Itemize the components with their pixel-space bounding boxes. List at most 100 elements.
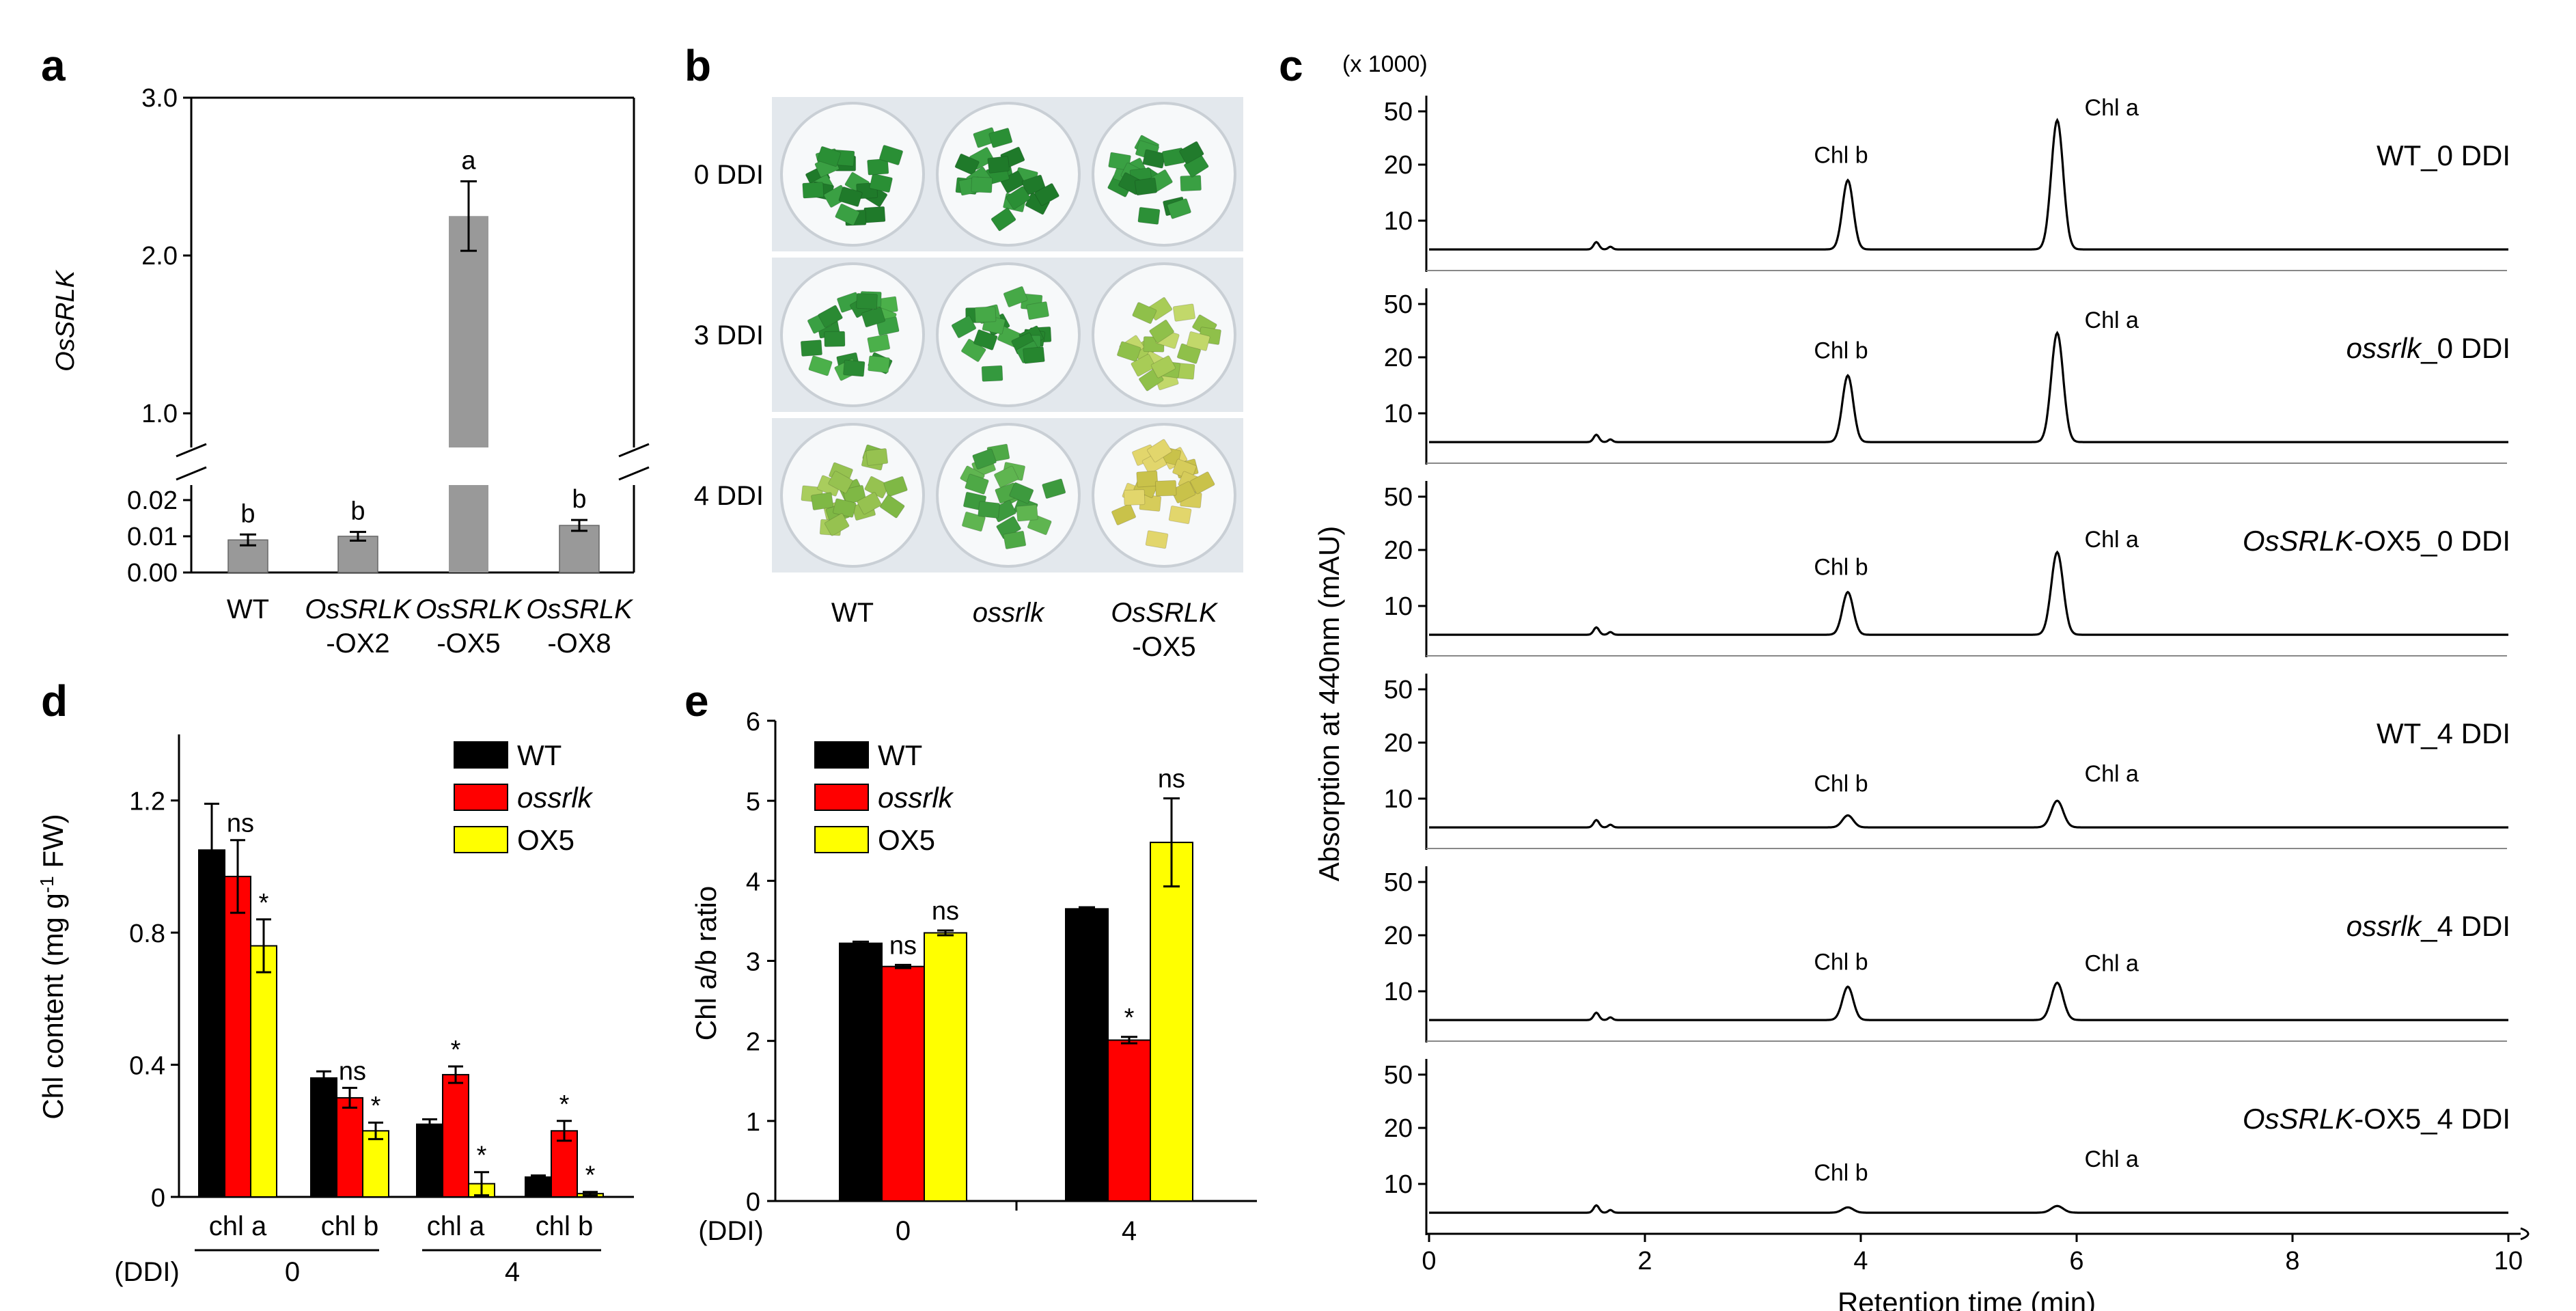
panel-b-leaf-segment bbox=[800, 340, 823, 357]
panel-b-leaf-segment bbox=[1149, 319, 1174, 344]
panel-b-leaf-segment bbox=[1116, 341, 1141, 362]
panel-d-error-bar bbox=[583, 1191, 598, 1197]
panel-d-significance: * bbox=[477, 1142, 487, 1170]
panel-e-ytick-label: 5 bbox=[746, 788, 760, 816]
panel-e-error-bar bbox=[1163, 797, 1180, 888]
panel-e-ytick-label: 2 bbox=[746, 1028, 760, 1057]
panel-d-error-bar bbox=[531, 1174, 546, 1180]
panel-c-trace-label-plain: _4 DDI bbox=[2420, 910, 2510, 942]
panel-e-ytick-label: 6 bbox=[746, 708, 760, 736]
panel-b-petri-dish bbox=[780, 262, 925, 407]
panel-d-y-label-unit: FW) bbox=[37, 814, 69, 876]
panel-d-legend-swatch bbox=[454, 826, 508, 853]
panel-d-significance: ns bbox=[339, 1057, 366, 1086]
panel-d-significance: ns bbox=[227, 810, 254, 838]
panel-a-sig-letter: b bbox=[240, 499, 255, 528]
panel-a-category-label-plain: WT bbox=[227, 594, 269, 624]
panel-e-error-bar bbox=[937, 929, 954, 937]
panel-b-leaf-segment bbox=[993, 465, 1019, 488]
panel-d-bar-wt bbox=[310, 1077, 337, 1198]
panel-c-ytick-label: 50 bbox=[1384, 868, 1413, 897]
panel-d-error-bar bbox=[316, 1070, 331, 1086]
panel-b-leaf-segment bbox=[861, 307, 886, 328]
panel-a-ytick-low-label: 0.00 bbox=[127, 559, 178, 588]
panel-d-category-label: chl b bbox=[321, 1211, 379, 1241]
panel-d-y-label-main: Chl content (mg g bbox=[37, 893, 69, 1120]
panel-a-error-bar bbox=[240, 533, 256, 547]
panel-c-trace bbox=[1429, 550, 2508, 636]
panel-c-trace bbox=[1429, 1204, 2508, 1214]
panel-d-category-label: chl a bbox=[209, 1211, 267, 1241]
panel-a-category-label-line2: -OX5 bbox=[437, 629, 500, 659]
panel-c-trace-label-italic: OsSRLK bbox=[2243, 525, 2355, 557]
panel-c-scale-note: (x 1000) bbox=[1342, 51, 1428, 77]
panel-c-trace bbox=[1429, 981, 2508, 1021]
panel-e-ytick-label: 1 bbox=[746, 1108, 760, 1137]
panel-c-trace-label-italic: ossrlk bbox=[2346, 332, 2423, 364]
panel-b-column-label-italic: ossrlk bbox=[973, 598, 1045, 628]
panel-e-bar-ossrlk bbox=[881, 965, 925, 1202]
panel-a-bar bbox=[559, 525, 600, 573]
panel-b-leaf-segment bbox=[867, 333, 891, 353]
panel-c-peak-label-chl-b: Chl b bbox=[1814, 949, 1868, 975]
panel-d-ytick-label: 0 bbox=[151, 1184, 165, 1213]
panel-c-axis-end-mark bbox=[2520, 1227, 2530, 1241]
panel-b-leaf-segment bbox=[961, 511, 986, 532]
panel-e-legend-swatch bbox=[814, 741, 869, 769]
panel-a-category-label-italic: OsSRLK bbox=[526, 594, 634, 624]
panel-a-category-label: OsSRLK bbox=[305, 594, 413, 624]
panel-b-column-label-line2: -OX5 bbox=[1132, 632, 1195, 662]
panel-b-leaf-segment bbox=[1180, 175, 1202, 192]
panel-d-bar-ox5 bbox=[250, 945, 277, 1198]
panel-b-leaf-segment bbox=[1171, 481, 1196, 503]
panel-c-peak-label-chl-a: Chl a bbox=[2085, 950, 2139, 976]
panel-e-error-bar bbox=[1079, 906, 1095, 912]
panel-c-trace bbox=[1429, 331, 2508, 443]
panel-b-leaf-segment bbox=[835, 203, 860, 226]
panel-e-significance: ns bbox=[1158, 765, 1185, 794]
panel-e-bar-wt bbox=[1065, 908, 1109, 1202]
panel-c-peak-label-chl-a: Chl a bbox=[2085, 95, 2139, 121]
panel-c-peak-label-chl-a: Chl a bbox=[2085, 307, 2139, 333]
panel-e-significance: ns bbox=[889, 931, 917, 960]
panel-b-leaf-segment bbox=[1137, 206, 1161, 225]
panel-b-leaf-segment bbox=[1009, 482, 1034, 504]
panel-c-ytick-label: 20 bbox=[1384, 729, 1413, 758]
panel-a-sig-letter: a bbox=[461, 146, 476, 175]
panel-a-bar-upper bbox=[449, 216, 488, 447]
panel-c-trace-label-plain: WT_0 DDI bbox=[2377, 139, 2510, 171]
panel-c-peak-label-chl-b: Chl b bbox=[1814, 771, 1868, 797]
panel-e-legend-label: OX5 bbox=[878, 824, 935, 856]
panel-c-ytick-label: 50 bbox=[1384, 1061, 1413, 1090]
panel-d-error-bar bbox=[422, 1118, 437, 1131]
panel-c-chromatogram bbox=[1429, 331, 2508, 443]
panel-c-ytick-label: 20 bbox=[1384, 1114, 1413, 1143]
panel-c-trace-label: ossrlk_0 DDI bbox=[2346, 332, 2510, 364]
panel-c-ytick-label: 50 bbox=[1384, 290, 1413, 319]
panel-b-leaf-segment bbox=[1147, 439, 1172, 463]
panel-c-peak-label-chl-b: Chl b bbox=[1814, 555, 1868, 581]
panel-e-y-label: Chl a/b ratio bbox=[690, 886, 722, 1040]
panel-c-peak-label-chl-a: Chl a bbox=[2085, 1146, 2139, 1172]
panel-c-peak-label-chl-a: Chl a bbox=[2085, 761, 2139, 787]
panel-b-leaf-segment bbox=[811, 492, 834, 511]
panel-b-label: b bbox=[684, 41, 711, 90]
panel-b-leaf-segment bbox=[1154, 480, 1177, 497]
panel-b-leaf-segment bbox=[978, 501, 1001, 519]
panel-d-error-bar bbox=[557, 1120, 572, 1142]
panel-d-error-bar bbox=[256, 918, 271, 974]
panel-d-bar-wt bbox=[525, 1176, 552, 1198]
panel-d-error-bar bbox=[230, 839, 245, 914]
panel-b-leaf-segment bbox=[863, 206, 886, 223]
panel-d-bar-ossrlk bbox=[442, 1074, 469, 1198]
panel-c-trace-label: OsSRLK-OX5_0 DDI bbox=[2243, 525, 2510, 557]
panel-b-row-label: 3 DDI bbox=[694, 320, 764, 350]
panel-b-leaf-segment bbox=[972, 448, 997, 470]
panel-b-leaf-segment bbox=[878, 145, 904, 165]
panel-d-significance: * bbox=[451, 1036, 461, 1064]
panel-a-axis-break-left bbox=[176, 443, 207, 481]
panel-a-sig-letter: b bbox=[350, 497, 365, 526]
panel-d-category-label: chl a bbox=[427, 1211, 485, 1241]
panel-d-bar-wt bbox=[416, 1123, 443, 1198]
panel-d-label: d bbox=[41, 676, 68, 726]
